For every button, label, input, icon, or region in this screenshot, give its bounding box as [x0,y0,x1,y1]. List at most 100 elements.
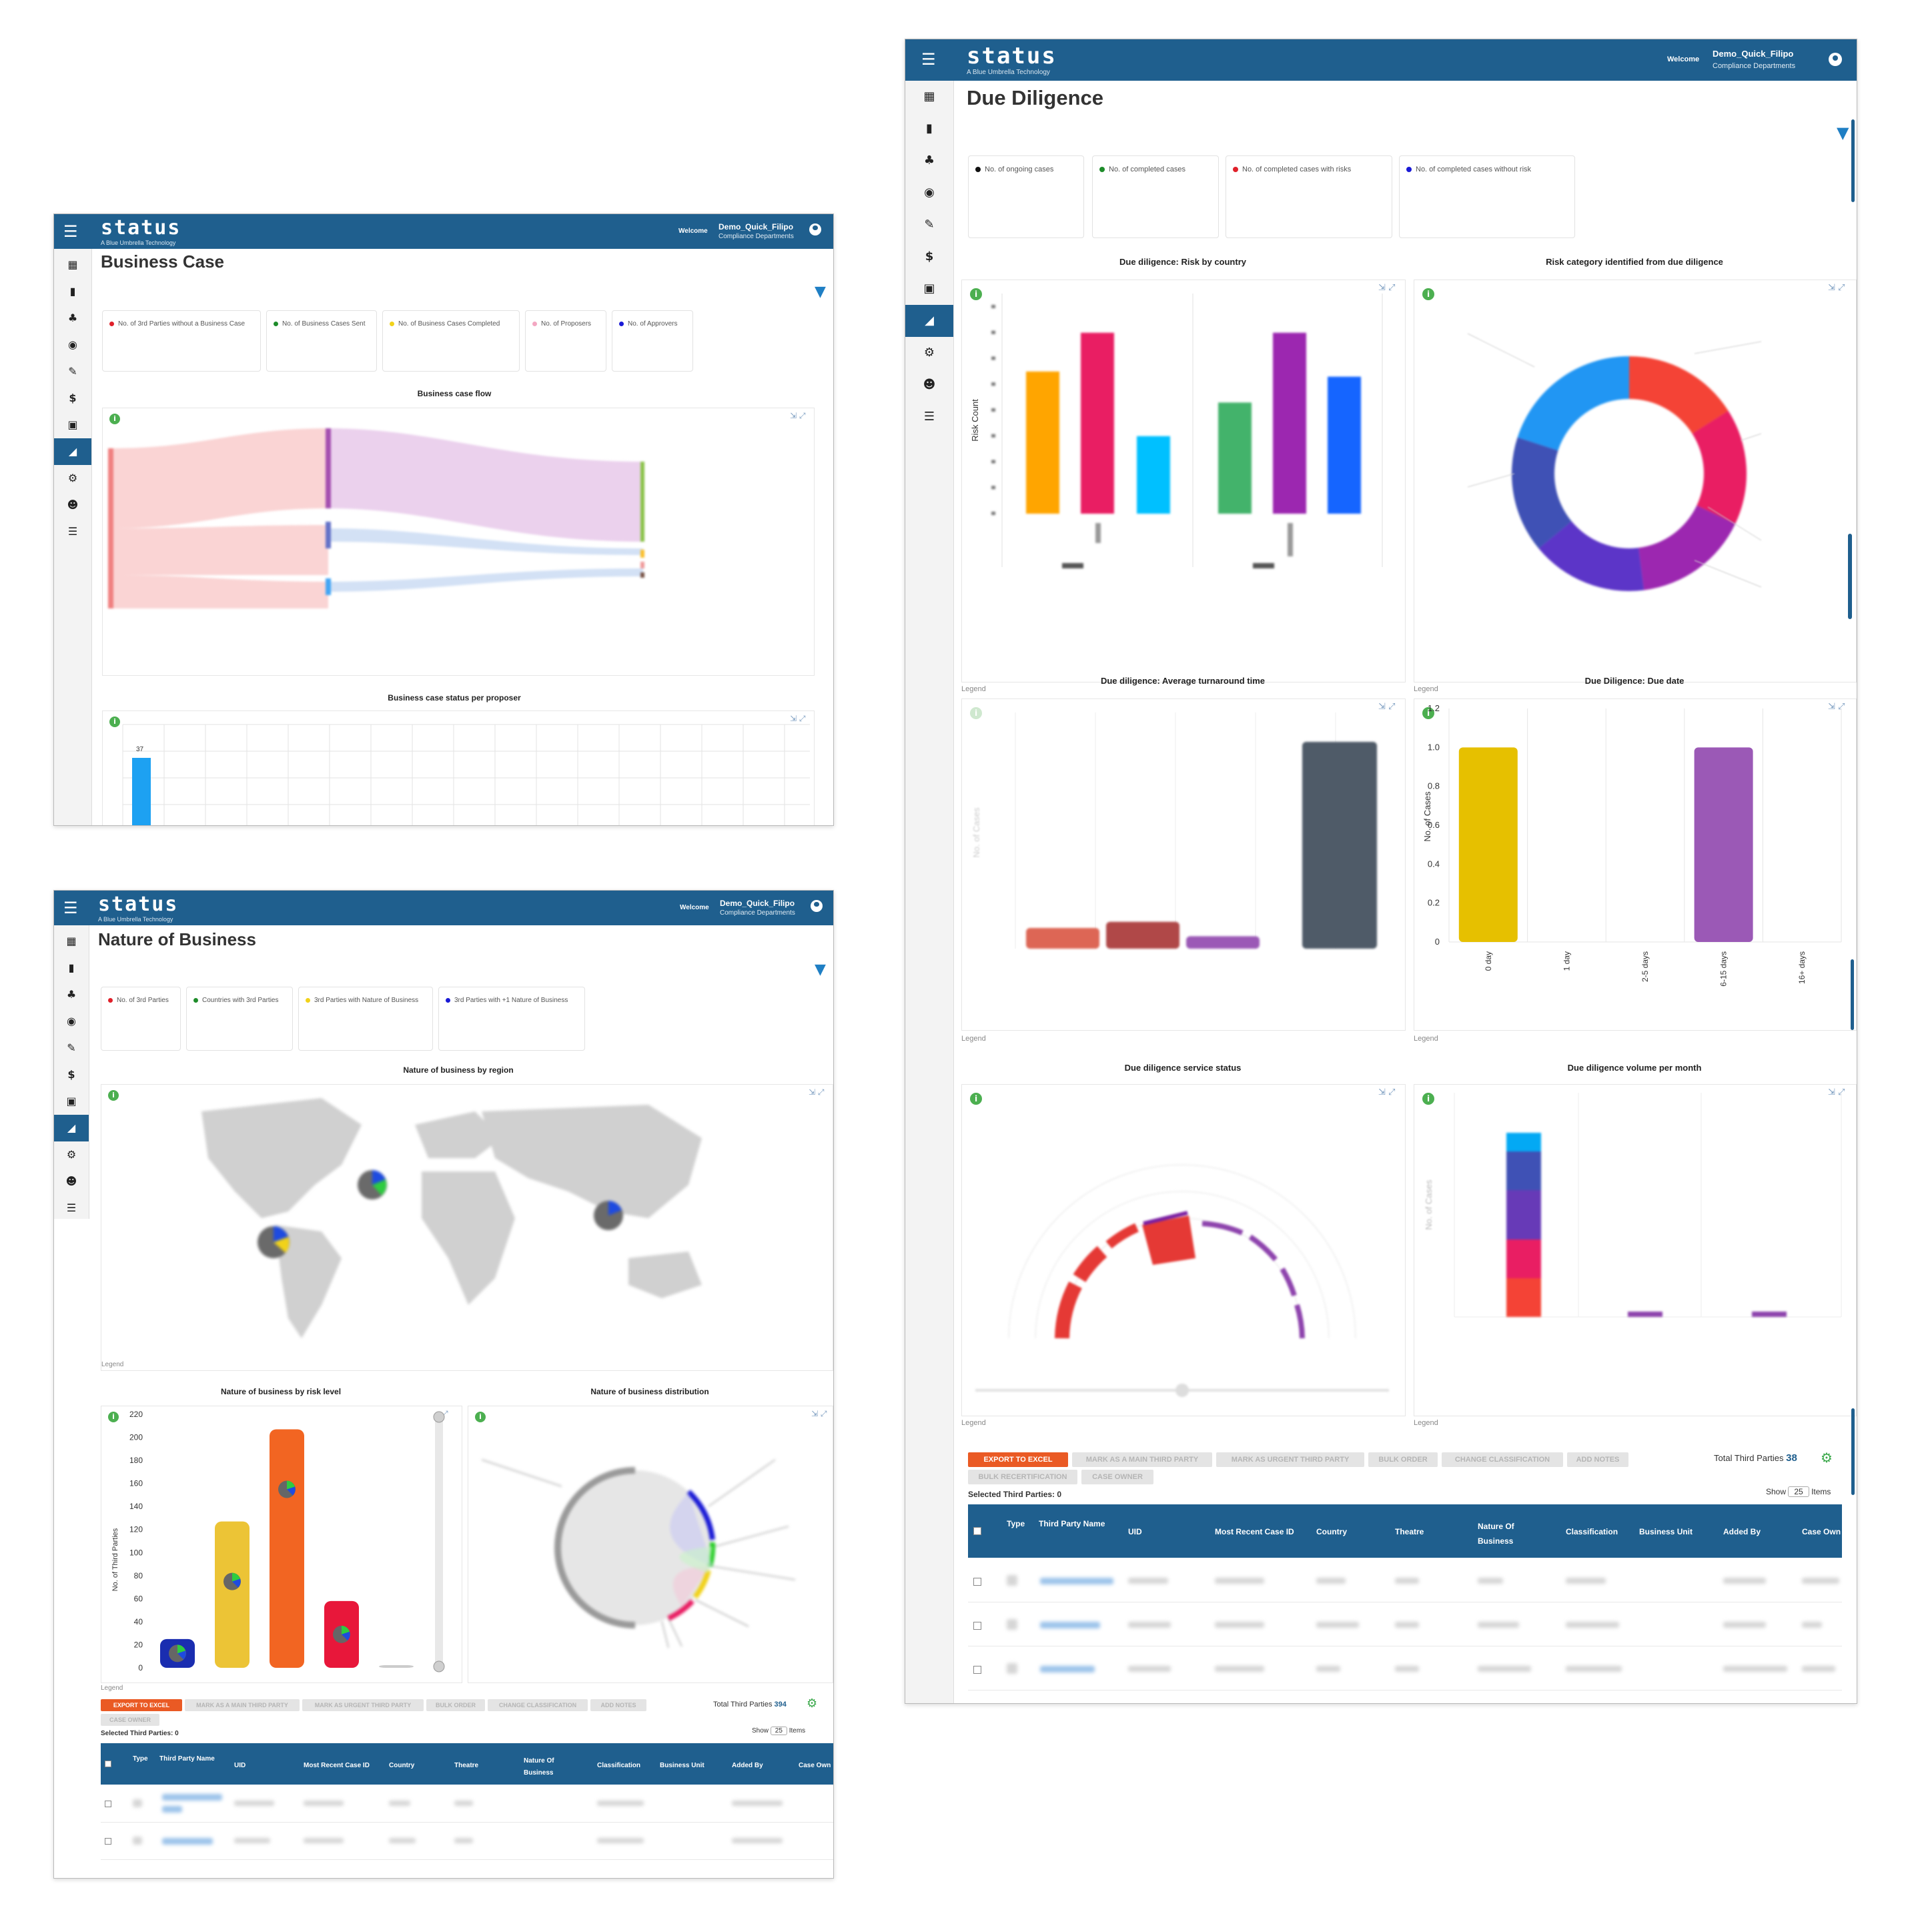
table-icon[interactable]: ▦ [67,258,78,271]
chart-icon[interactable]: ◢ [905,305,953,337]
row-name-link[interactable] [162,1838,213,1845]
row-checkbox[interactable] [105,1838,111,1845]
table-icon[interactable]: ▦ [923,89,935,103]
building-icon[interactable]: ▮ [68,961,75,974]
user-check-icon[interactable]: ☻ [923,378,936,392]
col-added-by[interactable]: Added By [732,1762,763,1769]
eye-icon[interactable]: ◉ [67,1015,76,1027]
row-name-link[interactable] [162,1806,182,1813]
export-to-excel-button[interactable]: EXPORT TO EXCEL [968,1452,1068,1467]
col-uid[interactable]: UID [234,1762,246,1769]
mark-urgent-third-party-button[interactable]: MARK AS URGENT THIRD PARTY [1216,1452,1364,1467]
add-notes-button[interactable]: ADD NOTES [1567,1452,1628,1467]
user-name[interactable]: Demo_Quick_Filipo [1713,49,1794,59]
change-classification-button[interactable]: CHANGE CLASSIFICATION [488,1699,588,1711]
gear-icon[interactable]: ⚙ [66,1148,77,1161]
info-icon[interactable]: i [1422,288,1434,300]
col-most-recent-case-id[interactable]: Most Recent Case ID [1215,1527,1294,1536]
info-icon[interactable]: i [108,1090,119,1101]
row-checkbox[interactable] [973,1622,981,1630]
select-all-checkbox[interactable] [105,1761,111,1767]
info-icon[interactable]: i [109,414,120,424]
case-owner-button[interactable]: CASE OWNER [101,1714,159,1726]
tree-icon[interactable]: ♣ [66,988,77,1001]
hamburger-icon[interactable]: ☰ [63,222,78,241]
col-type[interactable]: Type [133,1755,148,1763]
scrollbar[interactable] [1851,119,1855,202]
mark-urgent-third-party-button[interactable]: MARK AS URGENT THIRD PARTY [302,1699,424,1711]
chart-icon[interactable]: ◢ [54,1115,89,1141]
user-name[interactable]: Demo_Quick_Filipo [719,222,794,231]
dollar-icon[interactable]: $ [69,392,77,404]
legend-label[interactable]: Legend [961,1035,986,1043]
user-avatar-icon[interactable] [1829,53,1842,66]
dollar-icon[interactable]: $ [67,1068,75,1081]
user-name[interactable]: Demo_Quick_Filipo [720,899,795,908]
col-classification[interactable]: Classification [1566,1527,1618,1536]
col-most-recent-case-id[interactable]: Most Recent Case ID [304,1762,370,1769]
page-size-select[interactable]: 25 [770,1727,787,1735]
eye-icon[interactable]: ◉ [924,185,935,199]
scrollbar[interactable] [1848,534,1852,619]
expand-icon[interactable]: ⇲ ⤢ [1828,1087,1845,1097]
building-icon[interactable]: ▮ [926,121,933,135]
scrollbar[interactable] [1851,1408,1855,1495]
col-third-party-name[interactable]: Third Party Name [159,1755,215,1763]
info-icon[interactable]: i [970,288,982,300]
col-nature-of-business[interactable]: Nature Of Business [1478,1522,1514,1546]
table-icon[interactable]: ▦ [66,935,77,947]
col-case-owner[interactable]: Case Own [799,1762,831,1769]
expand-icon[interactable]: ⇲ ⤢ [790,411,806,420]
col-country[interactable]: Country [1316,1527,1347,1536]
col-theatre[interactable]: Theatre [1395,1527,1424,1536]
export-to-excel-button[interactable]: EXPORT TO EXCEL [101,1699,182,1711]
tree-icon[interactable]: ♣ [67,312,78,324]
chart-icon[interactable]: ◢ [54,438,91,465]
row-name-link[interactable] [1040,1666,1095,1672]
col-added-by[interactable]: Added By [1723,1527,1761,1536]
legend-label[interactable]: Legend [961,685,986,693]
info-icon[interactable]: i [970,1093,982,1105]
info-icon[interactable]: i [475,1412,486,1422]
excel-icon[interactable]: ▣ [66,1095,77,1107]
col-third-party-name[interactable]: Third Party Name [1039,1519,1105,1528]
gear-icon[interactable]: ⚙ [67,472,78,484]
case-owner-button[interactable]: CASE OWNER [1081,1470,1153,1484]
legend-label[interactable]: Legend [1414,685,1438,693]
checklist-icon[interactable]: ☰ [66,1201,77,1214]
user-avatar-icon[interactable] [811,900,823,912]
legend-label[interactable]: Legend [1414,1419,1438,1427]
legend-label[interactable]: Legend [961,1419,986,1427]
hamburger-icon[interactable]: ☰ [63,899,78,917]
expand-icon[interactable]: ⇲ ⤢ [1378,283,1396,293]
info-icon[interactable]: i [1422,1093,1434,1105]
mark-main-third-party-button[interactable]: MARK AS A MAIN THIRD PARTY [185,1699,300,1711]
excel-icon[interactable]: ▣ [923,282,935,296]
row-name-link[interactable] [1040,1578,1113,1584]
col-type[interactable]: Type [1007,1519,1025,1528]
col-nature-of-business[interactable]: Nature Of Business [524,1757,554,1777]
info-icon[interactable]: i [109,716,120,727]
legend-label[interactable]: Legend [101,1684,123,1692]
expand-icon[interactable]: ⇲ ⤢ [1378,1087,1396,1097]
expand-icon[interactable]: ⇲ ⤢ [1378,702,1396,712]
change-classification-button[interactable]: CHANGE CLASSIFICATION [1442,1452,1563,1467]
expand-icon[interactable]: ⇲ ⤢ [1828,283,1845,293]
excel-icon[interactable]: ▣ [67,418,78,431]
bulk-recertification-button[interactable]: BULK RECERTIFICATION [968,1470,1077,1484]
settings-gear-icon[interactable]: ⚙ [1821,1450,1833,1466]
hamburger-icon[interactable]: ☰ [921,50,936,69]
building-icon[interactable]: ▮ [69,285,76,298]
user-check-icon[interactable]: ☻ [67,498,79,511]
expand-icon[interactable]: ⇲ ⤢ [809,1087,825,1097]
row-checkbox[interactable] [973,1578,981,1586]
page-size-select[interactable]: 25 [1788,1486,1809,1497]
bulk-order-button[interactable]: BULK ORDER [1368,1452,1438,1467]
table-row[interactable] [101,1823,833,1860]
table-row[interactable] [101,1786,833,1823]
col-business-unit[interactable]: Business Unit [660,1762,704,1769]
signature-icon[interactable]: ✎ [67,1041,76,1054]
col-uid[interactable]: UID [1128,1527,1142,1536]
table-row[interactable] [968,1603,1842,1646]
expand-icon[interactable]: ⇲ ⤢ [811,1409,827,1418]
